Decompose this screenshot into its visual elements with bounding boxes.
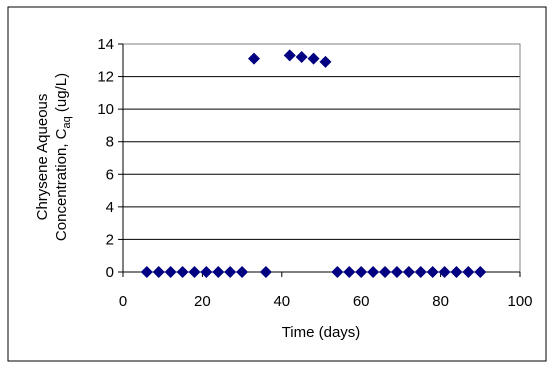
x-tick-label: 40 — [273, 293, 290, 310]
x-axis-label: Time (days) — [282, 324, 361, 341]
y-tick-label: 10 — [97, 101, 114, 118]
y-axis-label-subscript: aq — [61, 116, 73, 128]
y-axis-label: Chrysene Aqueous Concentration, Caq (ug/… — [34, 73, 73, 241]
x-tick-label: 0 — [119, 293, 127, 310]
y-axis-label-unit: (ug/L) — [53, 73, 70, 116]
y-tick-label: 14 — [97, 36, 114, 53]
y-tick-label: 4 — [106, 199, 114, 216]
y-axis-label-main: Concentration, C — [53, 128, 70, 241]
y-tick-label: 2 — [106, 231, 114, 248]
x-tick-label: 20 — [194, 293, 211, 310]
x-tick-label: 60 — [353, 293, 370, 310]
y-tick-label: 6 — [106, 166, 114, 183]
y-tick-label: 0 — [106, 264, 114, 281]
x-tick-label: 80 — [432, 293, 449, 310]
y-tick-label: 12 — [97, 69, 114, 86]
y-tick-label: 8 — [106, 134, 114, 151]
x-tick-label: 100 — [507, 293, 532, 310]
y-axis-label-line1: Chrysene Aqueous — [34, 94, 51, 221]
